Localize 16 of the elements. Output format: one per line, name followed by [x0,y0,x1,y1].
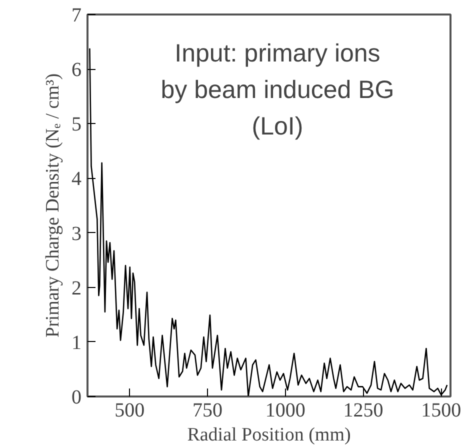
y-tick-label: 6 [72,59,82,82]
y-axis-title: Primary Charge Density (Nₑ / cm³) [42,73,64,338]
x-tick-label: 750 [192,400,222,422]
y-tick-label: 0 [72,386,82,408]
x-tick-label: 1250 [343,400,384,422]
x-tick-label: 500 [114,400,145,422]
y-tick-label: 2 [72,277,82,300]
x-tick-label: 1000 [265,400,306,422]
y-tick-label: 1 [72,332,82,354]
y-tick-label: 7 [72,4,82,26]
x-axis-title: Radial Position (mm) [187,424,351,446]
y-tick-label: 5 [72,114,82,136]
y-tick-label: 4 [72,168,82,190]
annotation: Input: primary ions by beam induced BG (LoI) [160,40,394,140]
y-tick-label: 3 [72,222,82,245]
x-tick-label: 1500 [421,400,462,422]
